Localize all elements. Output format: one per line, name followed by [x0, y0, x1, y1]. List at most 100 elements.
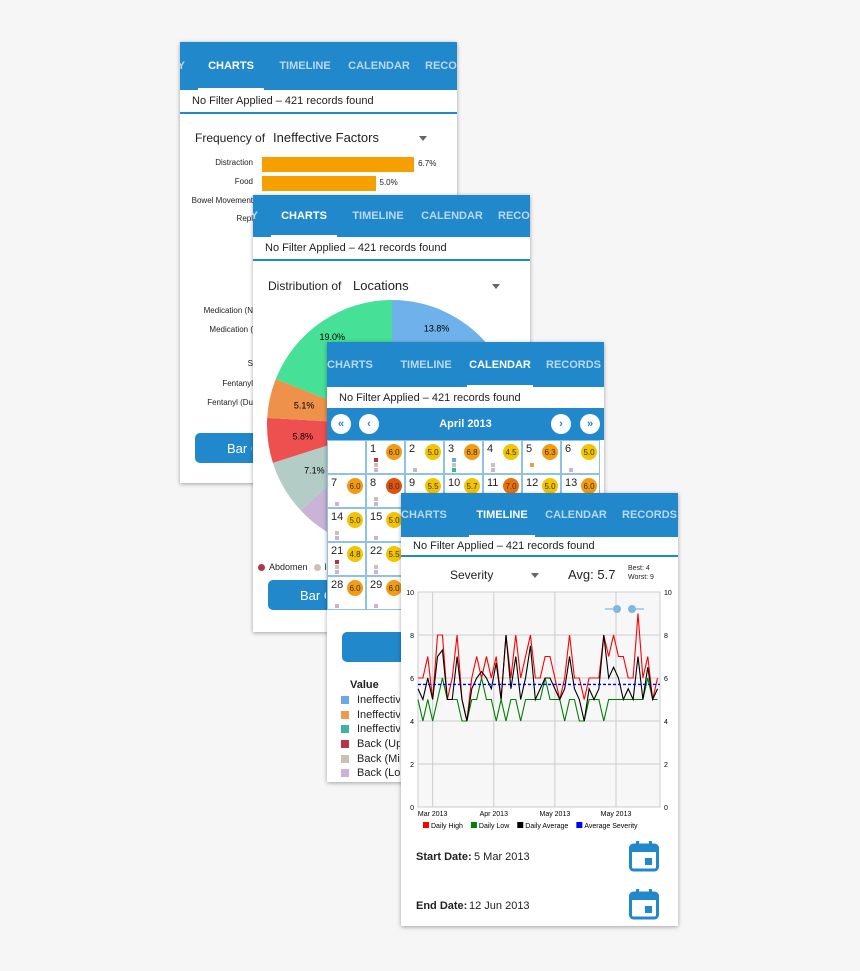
next-year-button[interactable]: »	[580, 414, 600, 434]
tab-records[interactable]: RECORDS	[613, 493, 678, 537]
metric-selector[interactable]: Severity	[450, 568, 494, 582]
tab-bar: SUMMARYCHARTSTIMELINECALENDARRECORDS	[401, 493, 678, 537]
calendar-empty-cell	[327, 440, 366, 474]
severity-score-badge: 6.0	[347, 478, 363, 494]
calendar-day-cell[interactable]: 8 8.0	[366, 474, 405, 508]
legend-swatch	[423, 822, 429, 828]
distribution-label: Distribution of	[268, 279, 342, 293]
tab-label: CALENDAR	[469, 358, 531, 371]
tab-records[interactable]: RECORDS	[489, 195, 530, 237]
legend-swatch	[341, 769, 349, 778]
tab-calendar[interactable]: CALENDAR	[342, 42, 416, 90]
bar-label: Distraction	[215, 158, 253, 167]
tab-timeline[interactable]: TIMELINE	[268, 42, 342, 90]
tab-records[interactable]: RECORDS	[416, 42, 457, 90]
tab-charts[interactable]: CHARTS	[267, 195, 341, 237]
tab-timeline[interactable]: TIMELINE	[341, 195, 415, 237]
tab-bar: SUMMARYCHARTS TIMELINE CALENDAR RECORDS	[253, 195, 530, 237]
calendar-day-cell[interactable]: 28 6.0	[327, 576, 366, 610]
severity-score-badge: 7.0	[503, 478, 519, 494]
previous-year-button[interactable]: «	[331, 414, 351, 434]
x-tick-label: Apr 2013	[480, 811, 509, 818]
tab-summary[interactable]: SUMMARY	[253, 195, 267, 237]
legend-label: Neck	[325, 562, 326, 572]
tab-charts[interactable]: CHARTS	[194, 42, 268, 90]
day-number: 8	[370, 477, 377, 489]
tab-label: TIMELINE	[400, 358, 452, 371]
button-label: Bar Chart	[227, 440, 252, 456]
x-tick-label: May 2013	[601, 811, 632, 818]
calendar-day-cell[interactable]: 7 6.0	[327, 474, 366, 508]
filter-status[interactable]: No Filter Applied – 421 records found	[253, 237, 530, 261]
y-tick-label: 6	[410, 676, 414, 683]
dropdown-caret-icon[interactable]	[531, 573, 539, 578]
location-selector[interactable]: Locations	[353, 278, 409, 293]
calendar-day-cell[interactable]: 29 6.0	[366, 576, 405, 610]
dropdown-caret-icon[interactable]	[419, 136, 427, 141]
tab-calendar[interactable]: CALENDAR	[539, 493, 613, 537]
pie-legend: Abdomen Neck	[258, 562, 326, 572]
tab-label: RECORDS	[498, 210, 530, 222]
legend-dot-icon	[313, 563, 321, 571]
filter-status[interactable]: No Filter Applied – 421 records found	[180, 90, 457, 114]
tab-summary[interactable]: SUMMARY	[180, 42, 194, 90]
tab-charts[interactable]: CHARTS	[327, 342, 389, 387]
day-number: 15	[370, 511, 383, 523]
previous-month-button[interactable]: ‹	[359, 414, 379, 434]
location-marker	[335, 502, 339, 506]
calendar-day-cell[interactable]: 4 4.5	[483, 440, 522, 474]
day-number: 5	[526, 443, 533, 455]
tab-charts[interactable]: CHARTS	[401, 493, 465, 537]
tab-bar: SUMMARYCHARTSTIMELINECALENDARRECORDS	[327, 342, 604, 387]
tab-records[interactable]: RECORDS	[537, 342, 604, 387]
filter-status[interactable]: No Filter Applied – 421 records found	[401, 537, 678, 557]
calendar-day-cell[interactable]: 14 5.0	[327, 508, 366, 542]
calendar-day-cell[interactable]: 6 5.0	[561, 440, 600, 474]
start-date-calendar-icon[interactable]	[629, 840, 659, 872]
bar-label: S	[247, 359, 253, 368]
day-number: 21	[331, 545, 344, 557]
calendar-day-cell[interactable]: 3 6.8	[444, 440, 483, 474]
start-date-value: 5 Mar 2013	[474, 851, 530, 863]
next-month-button[interactable]: ›	[551, 414, 571, 434]
severity-score-badge: 5.5	[425, 478, 441, 494]
button-label: Bar Chart	[300, 587, 326, 603]
tab-timeline[interactable]: TIMELINE	[465, 493, 539, 537]
tab-label: CHARTS	[208, 60, 254, 72]
bar[interactable]	[262, 176, 376, 191]
start-date-label: Start Date:	[416, 851, 472, 863]
severity-line-chart: 0 0 2 2 4 4 6 6 8 8 10 10 Mar 2013 Apr 2013 May 2013 Ma…	[406, 590, 672, 830]
filter-status[interactable]: No Filter Applied – 421 records found	[327, 387, 604, 410]
tab-label: TIMELINE	[352, 210, 404, 222]
factor-selector[interactable]: Ineffective Factors	[273, 130, 379, 145]
severity-score-badge: 5.0	[581, 444, 597, 460]
calendar-day-cell[interactable]: 5 6.3	[522, 440, 561, 474]
tab-calendar[interactable]: CALENDAR	[415, 195, 489, 237]
tab-label: RECORDS	[425, 60, 457, 72]
severity-score-badge: 5.0	[542, 478, 558, 494]
tab-calendar[interactable]: CALENDAR	[463, 342, 537, 387]
severity-score-badge: 5.0	[347, 512, 363, 528]
legend-swatch	[576, 822, 583, 828]
legend-swatch	[470, 822, 477, 828]
calendar-day-cell[interactable]: 21 4.8	[327, 542, 366, 576]
day-number: 3	[448, 443, 455, 455]
legend-label: Back (Upper)	[357, 738, 400, 751]
calendar-day-cell[interactable]: 1 6.0	[366, 440, 405, 474]
day-number: 14	[331, 511, 344, 523]
location-marker	[335, 604, 339, 608]
end-date-calendar-icon[interactable]	[629, 888, 659, 920]
legend-item: Back (Lower)	[341, 766, 400, 781]
calendar-day-cell[interactable]: 22 5.5	[366, 542, 405, 576]
location-marker	[374, 570, 378, 574]
location-marker	[374, 536, 378, 540]
calendar-day-cell[interactable]: 15 5.0	[366, 508, 405, 542]
bar-value-label: 5.0%	[379, 178, 398, 187]
bar[interactable]	[262, 157, 415, 172]
dropdown-caret-icon[interactable]	[492, 284, 500, 289]
calendar-day-cell[interactable]: 2 5.0	[405, 440, 444, 474]
tab-timeline[interactable]: TIMELINE	[389, 342, 463, 387]
tab-label: RECORDS	[622, 509, 678, 521]
timeline-panel: SUMMARYCHARTSTIMELINECALENDARRECORDS No …	[401, 493, 678, 926]
